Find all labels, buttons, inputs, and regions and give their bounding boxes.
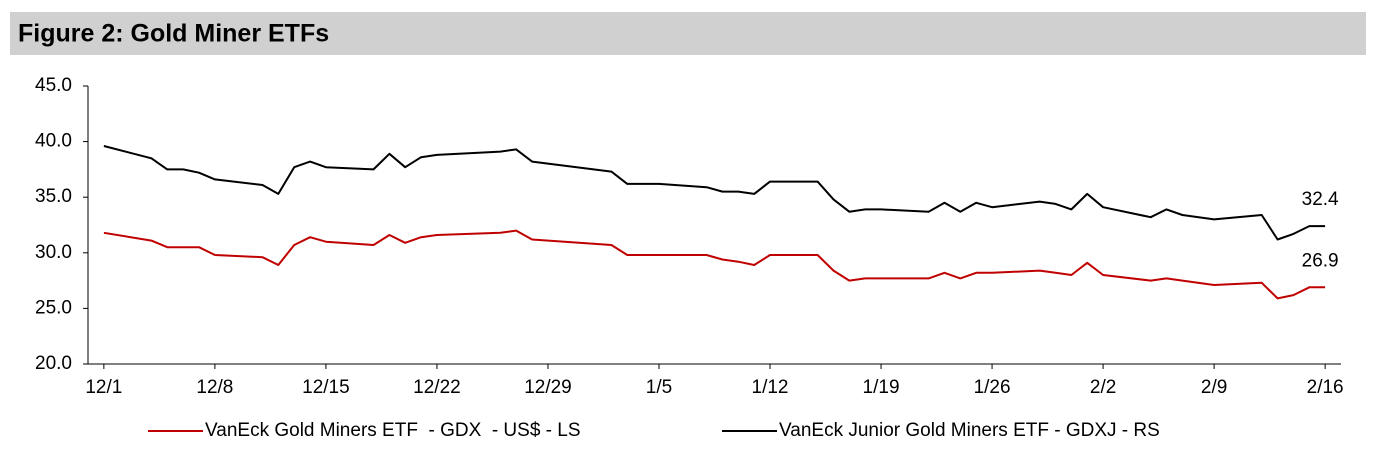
y-tick-label: 40.0 <box>35 131 72 152</box>
end-label: 26.9 <box>1302 250 1339 271</box>
y-tick-label: 35.0 <box>35 186 72 207</box>
legend-label: VanEck Gold Miners ETF - GDX - US$ - LS <box>205 420 581 441</box>
x-tick-label: 12/1 <box>85 377 122 398</box>
series-line <box>103 229 1326 300</box>
title-bar <box>10 12 1366 55</box>
x-tick-label: 2/2 <box>1090 377 1116 398</box>
x-tick-label: 12/22 <box>413 377 461 398</box>
legend-label: VanEck Junior Gold Miners ETF - GDXJ - R… <box>779 420 1160 441</box>
x-tick-label: 2/16 <box>1307 377 1344 398</box>
x-tick-label: 1/19 <box>863 377 900 398</box>
y-tick-label: 25.0 <box>35 297 72 318</box>
y-tick-label: 20.0 <box>35 353 72 374</box>
x-tick-label: 2/9 <box>1201 377 1227 398</box>
x-tick-label: 12/8 <box>196 377 233 398</box>
x-tick-label: 1/26 <box>974 377 1011 398</box>
x-tick-label: 12/15 <box>302 377 350 398</box>
y-tick-label: 30.0 <box>35 242 72 263</box>
end-label: 32.4 <box>1302 189 1339 210</box>
x-tick-label: 1/5 <box>646 377 672 398</box>
chart-title: Figure 2: Gold Miner ETFs <box>18 20 329 48</box>
x-tick-label: 12/29 <box>524 377 572 398</box>
x-tick-label: 1/12 <box>752 377 789 398</box>
series-line <box>103 145 1326 241</box>
y-tick-label: 45.0 <box>35 75 72 96</box>
